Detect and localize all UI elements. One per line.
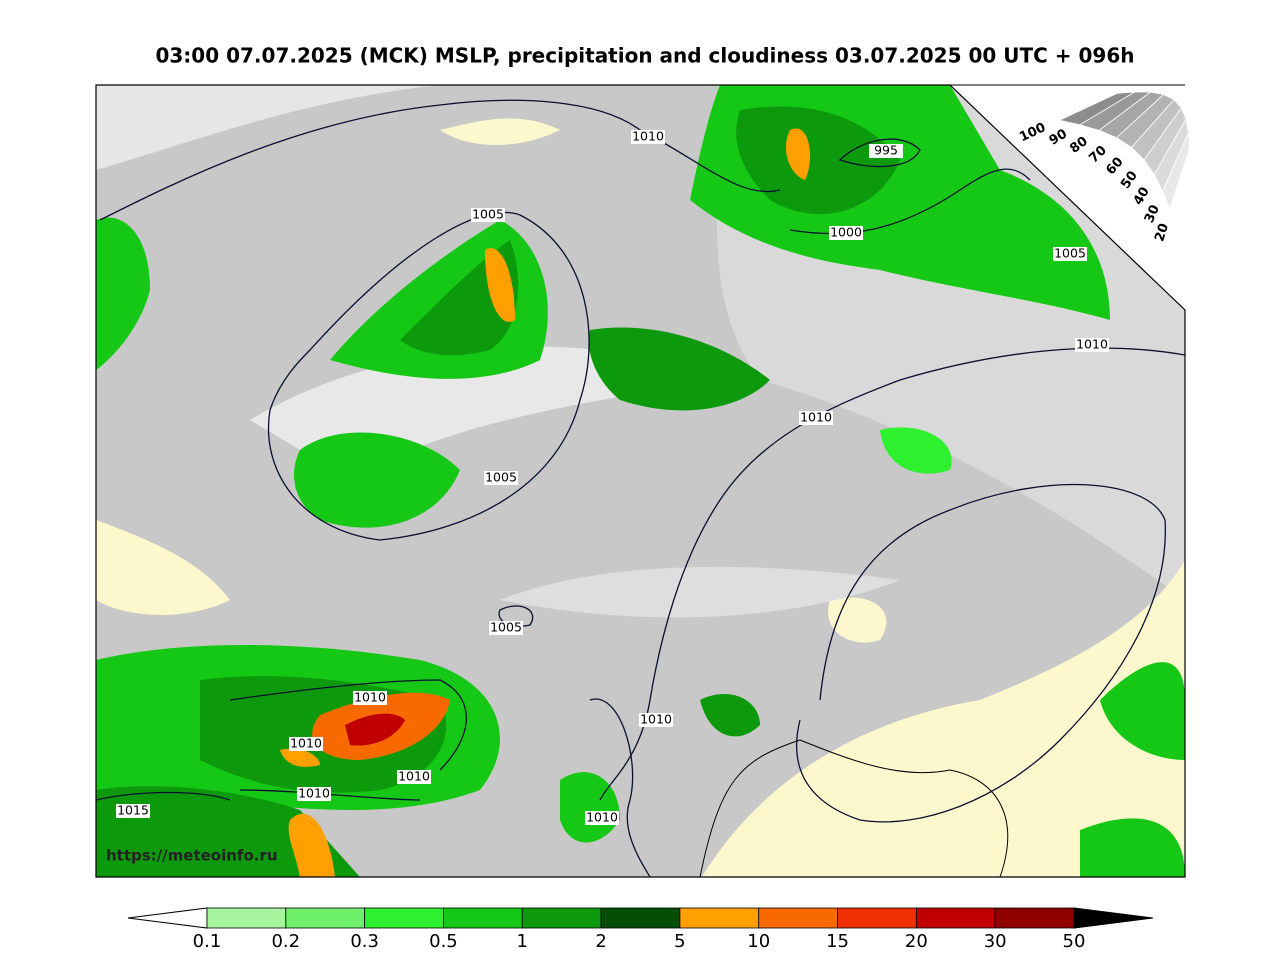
isobar-label-bg [397,770,431,784]
isobar-label-bg [799,411,833,425]
isobar-label-bg [353,691,387,705]
map-title: 03:00 07.07.2025 (MCK) MSLP, precipitati… [155,44,1134,68]
isobar-label-bg [489,621,523,635]
colorbar-over [1073,907,1154,929]
colorbar-segment [443,907,523,929]
colorbar-segment [206,907,287,929]
isobar-label: 1015 [117,803,149,818]
colorbar-label: 0.5 [429,931,458,952]
cloudiness-label: 60 [1103,155,1126,178]
cloudiness-label: 30 [1142,203,1163,226]
isobar-label-bg [829,226,863,240]
colorbar-under [127,907,208,929]
isobar-label: 1010 [640,712,672,727]
isobar-label: 1000 [830,225,862,240]
cloudiness-label: 20 [1152,222,1172,244]
colorbar-label: 0.2 [271,931,300,952]
isobar-label: 1010 [586,810,618,825]
colorbar-label: 0.3 [350,931,379,952]
isobar-label: 1010 [298,786,330,801]
cloudiness-label: 100 [1017,120,1048,145]
isobar-label-bg [869,144,903,158]
colorbar-label: 1 [517,931,528,952]
source-url: https://meteoinfo.ru [106,847,278,865]
isobar-label-bg [1075,338,1109,352]
isobar-label-bg [289,737,323,751]
isobar-label: 1010 [632,129,664,144]
colorbar-label: 10 [747,931,770,952]
isobar-label: 1010 [290,736,322,751]
isobar-label: 995 [874,143,898,158]
colorbar-segment [915,907,996,929]
isobar-label-bg [585,811,619,825]
cloudiness-label: 90 [1047,127,1070,149]
isobar-label: 1005 [490,620,522,635]
isobar-label-bg [631,130,665,144]
colorbar-label: 2 [595,931,606,952]
colorbar-label: 20 [905,931,928,952]
isobar-label: 1010 [800,410,832,425]
colorbar-segment [521,907,602,929]
isobar-label: 1010 [354,690,386,705]
isobar-label: 1010 [1076,337,1108,352]
colorbar-segment [285,907,366,929]
isobar-label-bg [1053,247,1087,261]
colorbar-label: 0.1 [193,931,222,952]
colorbar-label: 50 [1063,931,1086,952]
colorbar-segment [837,907,917,929]
isobar-label-bg [484,471,518,485]
map-area [96,85,1185,877]
colorbar-segment [679,907,760,929]
cloudiness-wedge [1162,132,1191,210]
isobar-labels: 1010 995 1005 1000 1005 1010 1010 1005 1005 1010 1… [116,129,1109,825]
isobar-label-bg [639,713,673,727]
isobar-label: 1005 [485,470,517,485]
colorbar-label: 30 [984,931,1007,952]
precipitation-colorbar: 0.1 0.2 0.3 0.5 1 2 5 10 15 20 30 50 [127,907,1154,952]
colorbar-segment [364,907,444,929]
isobar-label: 1005 [472,207,504,222]
colorbar-segment [758,907,838,929]
colorbar-segment [994,907,1075,929]
isobar-label-bg [116,804,150,818]
isobar-label-bg [297,787,331,801]
colorbar-label: 15 [826,931,849,952]
isobar-label: 1010 [398,769,430,784]
colorbar-segment [600,907,681,929]
colorbar-label: 5 [674,931,685,952]
isobar-label-bg [471,208,505,222]
isobar-label: 1005 [1054,246,1086,261]
